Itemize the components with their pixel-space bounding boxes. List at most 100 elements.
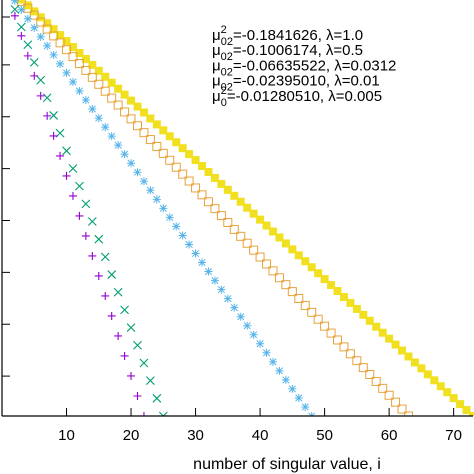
data-point <box>132 121 142 131</box>
data-point <box>281 239 290 248</box>
data-point <box>301 402 310 411</box>
data-point <box>36 32 45 41</box>
data-point <box>152 141 162 151</box>
data-point <box>158 411 168 416</box>
data-point <box>94 114 103 123</box>
data-point <box>287 287 297 297</box>
data-point <box>249 330 258 339</box>
data-point <box>223 217 233 227</box>
data-point <box>243 321 252 330</box>
data-point <box>30 23 39 32</box>
data-point <box>223 294 232 303</box>
data-point <box>339 342 349 352</box>
data-point <box>172 138 181 147</box>
data-point <box>288 245 297 254</box>
data-point <box>456 400 465 409</box>
data-point <box>114 331 123 340</box>
data-point <box>36 13 45 22</box>
data-point <box>146 186 155 195</box>
data-point <box>333 335 343 345</box>
data-point <box>236 231 246 241</box>
data-point <box>210 276 219 285</box>
data-point <box>449 394 458 403</box>
data-point <box>314 269 323 278</box>
data-point <box>17 31 26 40</box>
data-point <box>301 257 310 266</box>
data-point <box>94 79 104 89</box>
data-point <box>275 233 284 242</box>
data-point <box>10 11 19 20</box>
data-point <box>139 358 149 368</box>
data-point <box>88 60 97 69</box>
data-point <box>333 287 342 296</box>
data-point <box>29 10 39 20</box>
x-tick-label: 50 <box>316 427 333 444</box>
legend-entry: μ2 0=-0.01280510, λ=0.005 <box>212 85 382 109</box>
data-point <box>139 128 149 138</box>
data-point <box>120 107 130 117</box>
data-point <box>223 185 232 194</box>
data-point <box>372 322 381 331</box>
data-point <box>74 59 84 69</box>
data-point <box>127 159 136 168</box>
data-point <box>359 310 368 319</box>
data-point <box>133 168 142 177</box>
data-point <box>178 169 188 179</box>
data-point <box>443 388 452 397</box>
data-point <box>313 314 323 324</box>
data-point <box>87 217 97 226</box>
data-point <box>107 78 116 87</box>
data-point <box>204 168 213 177</box>
data-point <box>294 294 304 304</box>
data-point <box>68 77 77 86</box>
data-point <box>391 340 400 349</box>
data-point <box>307 307 317 317</box>
data-point <box>197 190 207 200</box>
data-point <box>68 164 78 173</box>
data-point <box>417 364 426 373</box>
data-point <box>23 14 32 23</box>
legend-entry: μ2 02=-0.1841626, λ=1.0 <box>212 24 363 48</box>
data-point <box>23 51 32 60</box>
data-point <box>307 263 316 272</box>
data-point <box>88 251 97 260</box>
data-point <box>43 41 52 50</box>
data-point <box>230 191 239 200</box>
legend-entry: μ02=-0.02395010, λ=0.01 <box>212 73 380 94</box>
data-point <box>165 132 174 141</box>
data-point <box>230 303 239 312</box>
data-point <box>100 86 110 96</box>
data-point <box>120 150 129 159</box>
data-point <box>191 183 201 193</box>
data-point <box>49 31 59 41</box>
data-point <box>114 84 123 93</box>
data-point <box>430 376 439 385</box>
data-point <box>365 316 374 325</box>
data-point <box>469 412 474 416</box>
x-ticks: 10 20 30 40 50 60 70 <box>58 408 462 444</box>
data-point <box>262 259 272 269</box>
data-point <box>43 111 52 120</box>
data-point <box>49 50 58 59</box>
data-point <box>29 58 39 67</box>
data-point <box>159 204 168 213</box>
data-point <box>378 383 388 393</box>
data-point <box>68 52 78 62</box>
data-point <box>75 211 84 220</box>
data-point <box>320 321 330 331</box>
data-point <box>36 75 46 85</box>
data-point <box>229 224 239 234</box>
data-point <box>191 249 200 258</box>
data-point <box>23 1 32 10</box>
data-point <box>120 305 129 315</box>
data-point <box>403 411 413 416</box>
axes <box>1 0 473 417</box>
data-point <box>107 93 117 103</box>
x-tick-label: 40 <box>252 427 269 444</box>
x-tick-label: 60 <box>381 427 398 444</box>
data-point <box>62 37 71 46</box>
data-point <box>100 252 110 262</box>
data-point <box>55 38 65 48</box>
data-point <box>410 358 419 367</box>
